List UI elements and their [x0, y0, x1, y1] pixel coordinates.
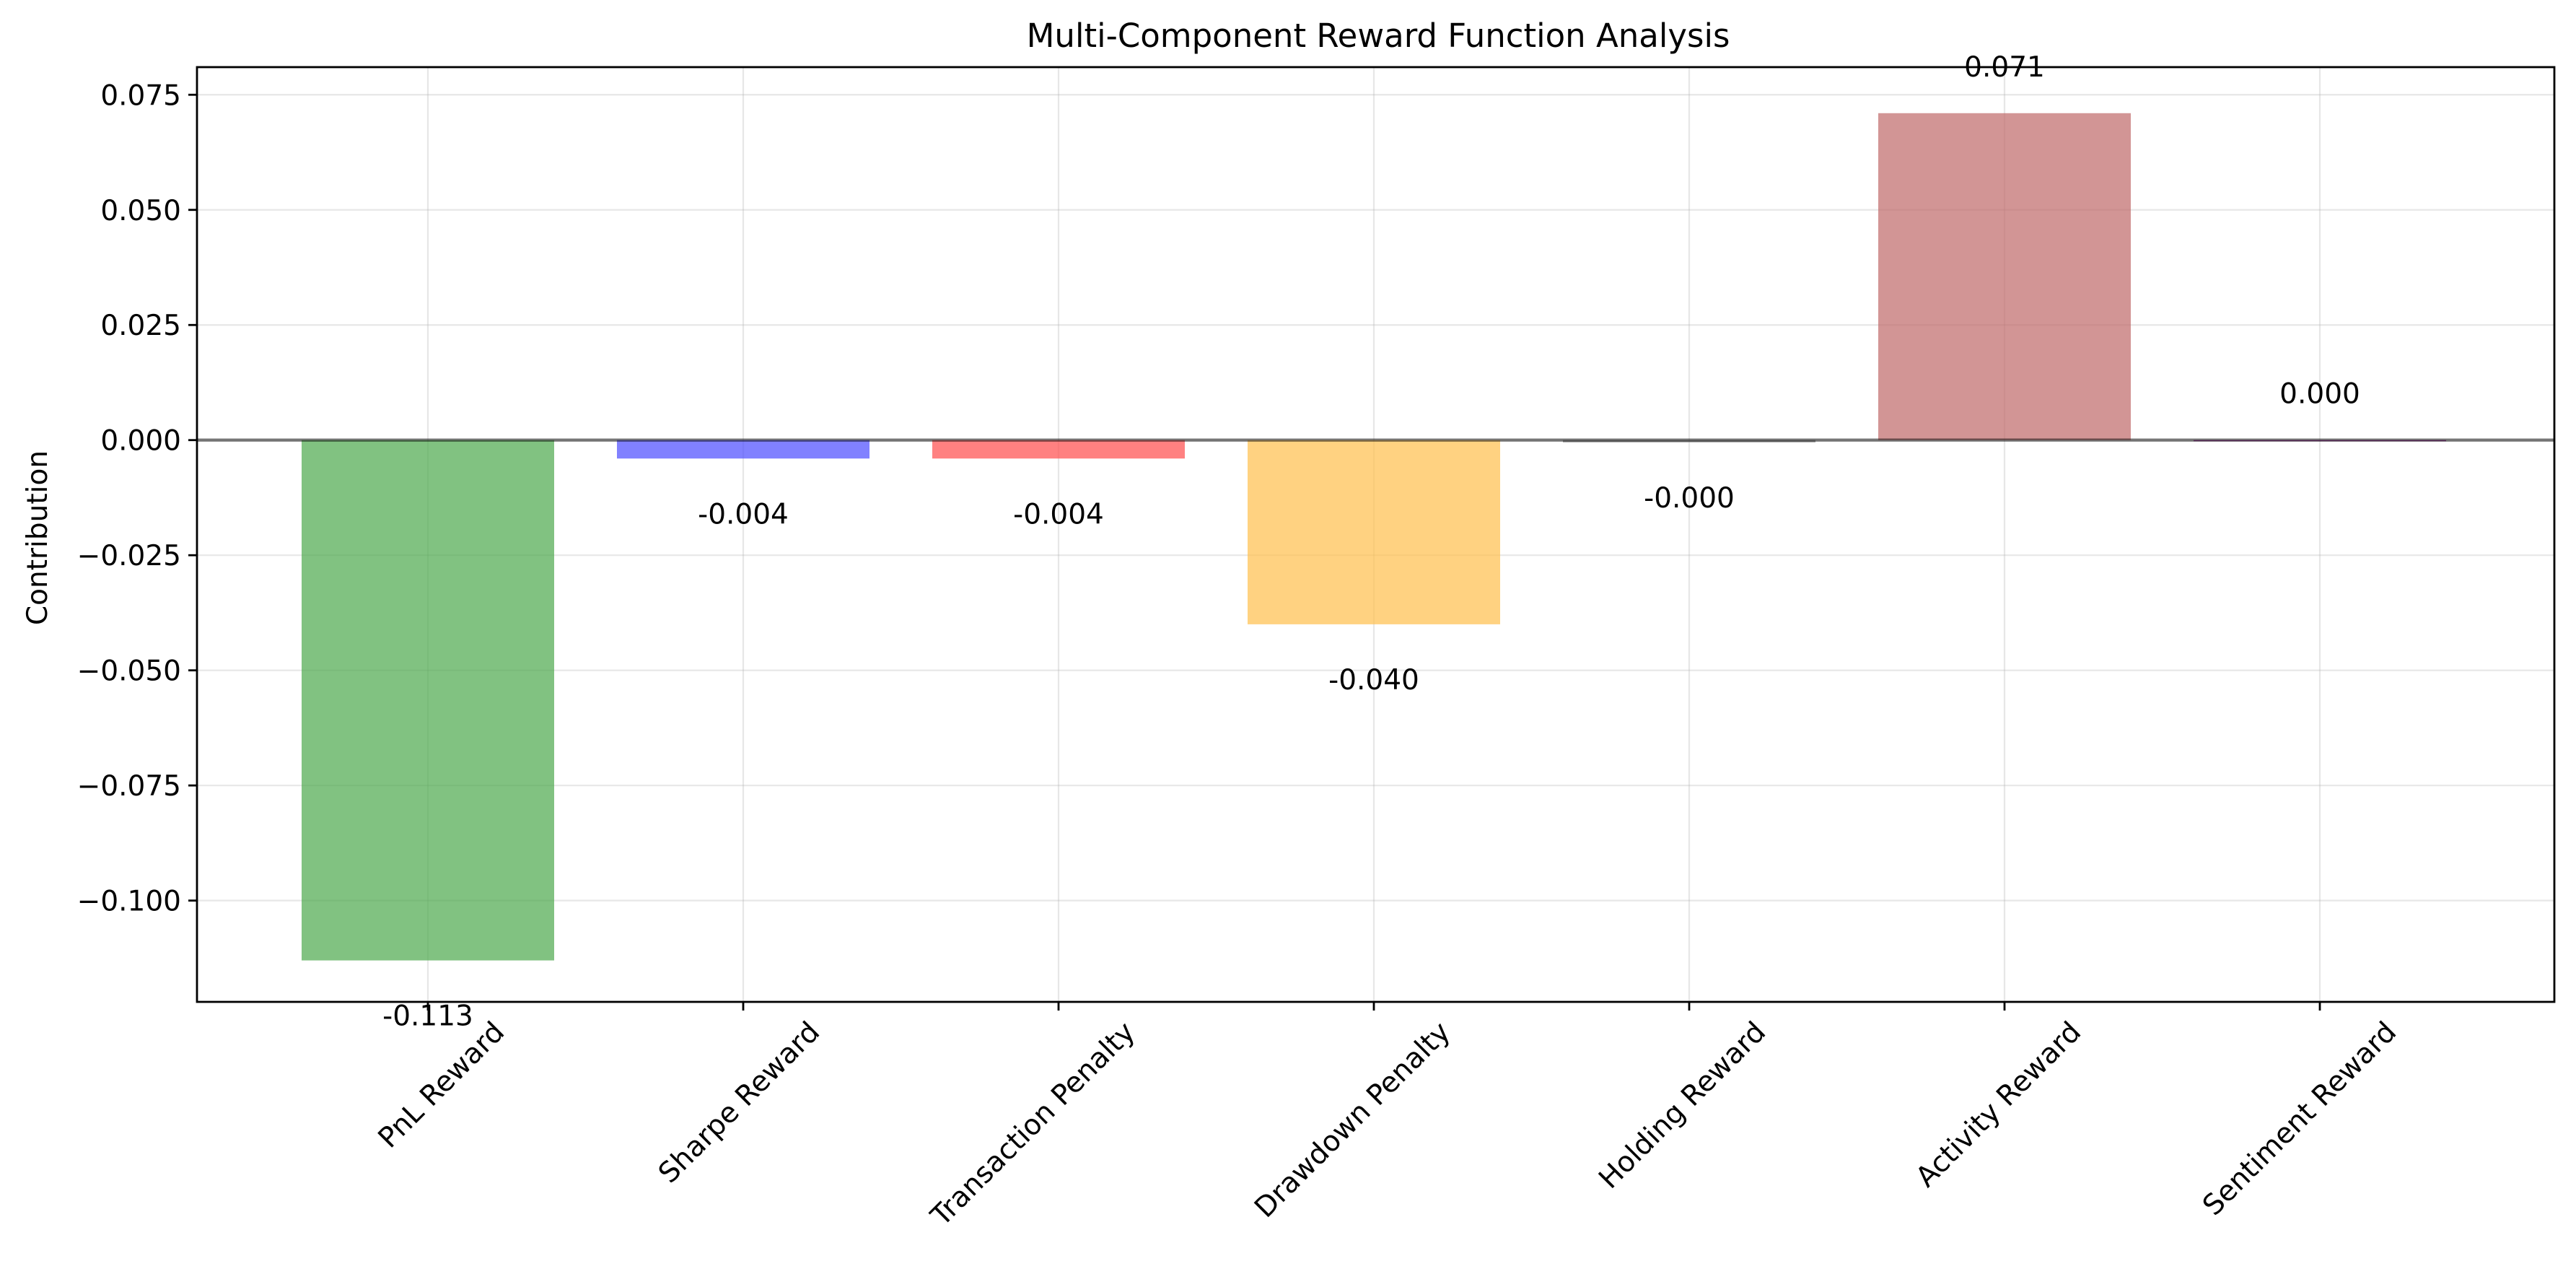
y-axis-ticks: 0.075 0.050 0.025 0.000 −0.025 −0.050 −0.075 −0… — [77, 79, 197, 918]
y-tick-label: −0.100 — [77, 886, 181, 918]
y-tick-label: −0.025 — [77, 540, 181, 572]
data-label: -0.004 — [1013, 498, 1104, 531]
y-tick-label: 0.075 — [100, 79, 181, 112]
x-tick-label: Sharpe Reward — [652, 1016, 826, 1190]
y-tick-label: 0.050 — [100, 195, 181, 227]
y-tick-label: −0.075 — [77, 770, 181, 803]
plot-frame — [196, 66, 2556, 1003]
x-tick-label: PnL Reward — [372, 1016, 511, 1154]
data-label: -0.004 — [698, 498, 789, 531]
x-tick-label: Activity Reward — [1910, 1016, 2087, 1193]
bars — [302, 113, 2446, 961]
y-tick-label: −0.050 — [77, 655, 181, 688]
bar — [302, 440, 554, 961]
bar — [932, 440, 1185, 459]
y-tick-label: 0.025 — [100, 310, 181, 342]
data-label: 0.000 — [2279, 378, 2360, 411]
x-tick-label: Drawdown Penalty — [1248, 1016, 1457, 1224]
data-label: -0.040 — [1328, 664, 1419, 697]
bar — [1248, 440, 1500, 624]
x-axis-ticks: PnL Reward Sharpe Reward Transaction Penal… — [372, 1002, 2403, 1233]
y-axis-label: Contribution — [22, 450, 54, 625]
data-label: -0.000 — [1644, 482, 1735, 515]
data-label: 0.071 — [1964, 51, 2045, 84]
bar — [617, 440, 869, 459]
chart-title: Multi-Component Reward Function Analysis — [1027, 17, 1730, 55]
bar — [1878, 113, 2131, 440]
data-labels: -0.113 -0.004 -0.004 -0.040 -0.000 0.071 0.000 — [382, 51, 2360, 1033]
x-tick-label: Holding Reward — [1593, 1016, 1772, 1195]
data-label: -0.113 — [382, 1000, 473, 1033]
x-tick-label: Sentiment Reward — [2196, 1016, 2403, 1222]
x-tick-label: Transaction Penalty — [924, 1016, 1142, 1233]
y-tick-label: 0.000 — [100, 425, 181, 458]
